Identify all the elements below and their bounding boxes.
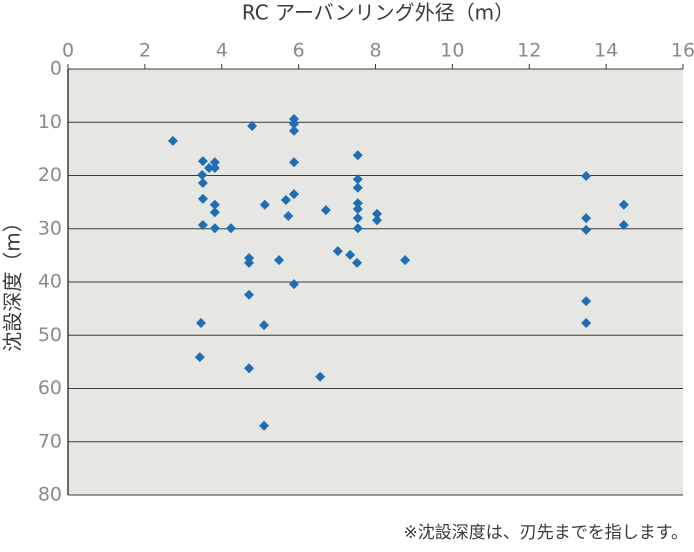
point: [400, 255, 411, 266]
point: [581, 318, 592, 329]
point: [274, 255, 285, 266]
point: [581, 296, 592, 307]
point: [618, 199, 629, 210]
point: [197, 220, 208, 231]
note: ※沈設深度は、刃先までを指します。: [403, 523, 688, 543]
y-tick-label: 30: [38, 217, 62, 239]
x-tick-label: 8: [369, 40, 381, 62]
point: [352, 150, 363, 161]
point: [259, 199, 270, 210]
point: [209, 199, 220, 210]
point: [289, 118, 300, 129]
point: [244, 363, 255, 374]
x-axis-label: RC アーバンリング外径（m）: [242, 1, 514, 25]
point: [280, 194, 291, 205]
point: [581, 171, 592, 182]
x-tick-label: 14: [594, 40, 618, 62]
point: [197, 169, 208, 180]
y-tick-label: 0: [50, 58, 62, 80]
point: [167, 135, 178, 146]
point: [204, 163, 215, 174]
point: [259, 320, 270, 331]
point: [289, 157, 300, 168]
y-tick-label: 10: [38, 111, 62, 133]
point: [320, 205, 331, 216]
y-tick-label: 80: [38, 484, 62, 506]
point: [247, 120, 258, 131]
point: [283, 210, 294, 221]
point: [345, 249, 356, 260]
point: [352, 204, 363, 215]
y-tick-label: 60: [38, 377, 62, 399]
y-axis-label: 沈設深度（m）: [1, 212, 25, 351]
point: [581, 224, 592, 235]
y-tick-label: 50: [38, 324, 62, 346]
x-tick-label: 4: [216, 40, 228, 62]
point: [195, 318, 206, 329]
point: [289, 125, 300, 136]
point: [332, 246, 343, 257]
point: [259, 420, 270, 431]
point: [197, 177, 208, 188]
point: [209, 207, 220, 218]
point: [315, 371, 326, 382]
x-tick-label: 10: [440, 40, 464, 62]
point: [581, 213, 592, 224]
point: [197, 193, 208, 204]
point: [244, 289, 255, 300]
point: [352, 174, 363, 185]
point: [209, 223, 220, 234]
point: [289, 189, 300, 200]
point: [194, 352, 205, 363]
point: [352, 198, 363, 209]
point: [209, 163, 220, 174]
x-tick-label: 0: [62, 40, 74, 62]
point: [372, 215, 383, 226]
x-tick-label: 16: [671, 40, 694, 62]
y-tick-label: 20: [38, 164, 62, 186]
point: [618, 220, 629, 231]
point: [372, 208, 383, 219]
point: [289, 279, 300, 290]
y-tick-label: 70: [38, 430, 62, 452]
x-tick-label: 6: [293, 40, 305, 62]
point: [352, 182, 363, 193]
point: [244, 257, 255, 268]
x-tick-label: 2: [139, 40, 151, 62]
x-tick-label: 12: [517, 40, 541, 62]
point: [352, 223, 363, 234]
point: [225, 223, 236, 234]
point: [352, 257, 363, 268]
point: [352, 213, 363, 224]
y-tick-label: 40: [38, 271, 62, 293]
point: [209, 157, 220, 168]
point: [197, 156, 208, 167]
